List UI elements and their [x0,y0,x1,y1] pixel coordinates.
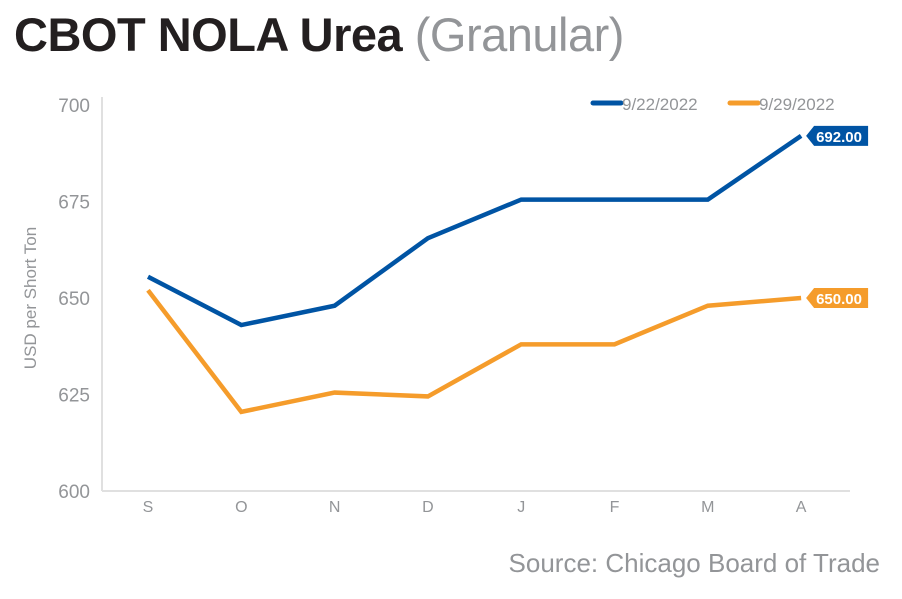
x-tick-label: N [329,499,341,516]
y-tick-label: 675 [58,193,90,214]
legend-label-1: 9/22/2022 [622,95,698,114]
x-tick-label: D [422,499,434,516]
end-label-tag [806,125,869,146]
chart-title: CBOT NOLA Urea (Granular) [14,4,624,66]
legend-label-2: 9/29/2022 [759,95,835,114]
x-tick-label: A [796,499,807,516]
end-label-text: 692.00 [816,129,862,146]
title-main: CBOT NOLA Urea [14,8,403,61]
x-tick-label: J [517,499,525,516]
y-axis-title: USD per Short Ton [21,227,40,369]
y-tick-label: 650 [58,289,90,310]
end-label-tag [806,288,869,308]
series-line-1 [146,134,803,328]
series-lines [146,134,803,415]
x-tick-label: O [235,499,247,516]
x-tick-label: F [610,499,620,516]
legend: 9/22/2022 9/29/2022 [590,95,835,114]
y-tick-label: 625 [58,386,90,407]
y-tick-labels: 600 625 650 675 700 [58,96,90,503]
end-labels: 692.00 650.00 [806,125,869,308]
y-tick-label: 700 [58,96,90,117]
end-label-text: 650.00 [816,291,862,308]
x-tick-label: M [701,499,714,516]
y-tick-label: 600 [58,482,90,503]
title-sub: (Granular) [414,8,625,61]
source-note: Source: Chicago Board of Trade [508,548,880,578]
x-tick-label: S [143,499,154,516]
series-line-2 [146,288,802,415]
axes [101,97,850,492]
